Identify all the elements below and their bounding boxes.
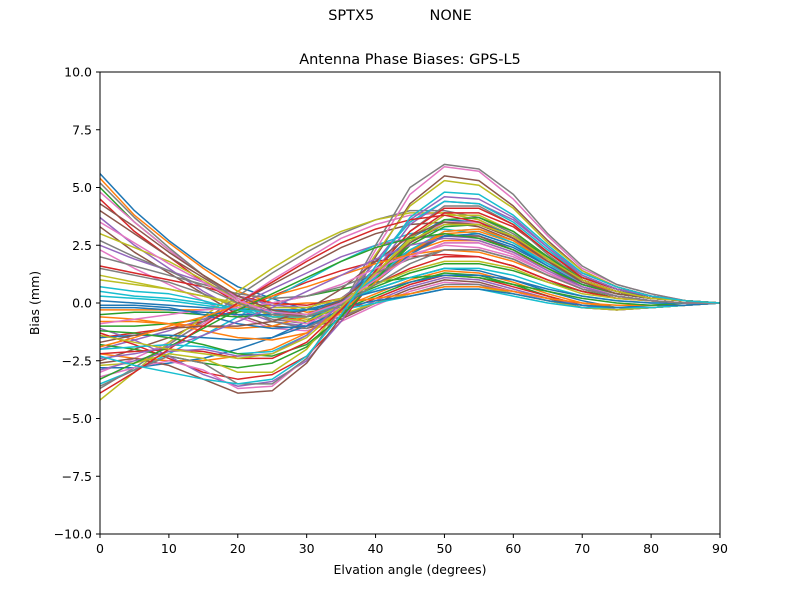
y-tick-label: 10.0 (64, 65, 92, 80)
chart-title: Antenna Phase Biases: GPS-L5 (299, 52, 521, 68)
series-line-60 (99, 191, 721, 385)
x-tick-label: 50 (436, 541, 452, 556)
x-tick-label: 30 (299, 541, 315, 556)
series-line-56 (99, 203, 721, 316)
x-tick-label: 20 (230, 541, 246, 556)
y-tick-label: 2.5 (72, 238, 92, 253)
suptitle-radome: NONE (429, 8, 472, 24)
x-tick-label: 90 (712, 541, 728, 556)
y-tick-label: −10.0 (54, 527, 92, 542)
x-axis: 0 10 20 30 40 50 60 70 80 90 (96, 534, 728, 556)
series-layer (99, 163, 721, 401)
x-tick-label: 70 (574, 541, 590, 556)
x-tick-label: 80 (643, 541, 659, 556)
series-line-49 (99, 260, 720, 309)
y-tick-label: 0.0 (72, 296, 92, 311)
series-line-11 (99, 288, 721, 311)
series-line-28 (99, 163, 721, 387)
y-axis-label: Bias (mm) (27, 271, 42, 335)
x-tick-label: 40 (368, 541, 384, 556)
figure-suptitle: SPTX5 NONE (0, 8, 800, 24)
x-tick-label: 60 (505, 541, 521, 556)
x-tick-label: 0 (96, 541, 104, 556)
series-line-59 (99, 223, 721, 360)
x-tick-label: 10 (161, 541, 177, 556)
y-tick-label: −5.0 (62, 411, 92, 426)
x-axis-label: Elvation angle (degrees) (333, 562, 486, 577)
y-tick-label: −2.5 (62, 353, 92, 368)
suptitle-station: SPTX5 (328, 8, 375, 24)
y-tick-label: −7.5 (62, 469, 92, 484)
series-line-51 (100, 274, 720, 316)
y-axis: −10.0 −7.5 −5.0 −2.5 0.0 2.5 5.0 7.5 10.0 (54, 65, 100, 542)
series-line-44 (99, 207, 721, 360)
series-line-58 (99, 239, 720, 318)
y-tick-label: 5.0 (72, 180, 92, 195)
y-tick-label: 7.5 (72, 122, 92, 137)
